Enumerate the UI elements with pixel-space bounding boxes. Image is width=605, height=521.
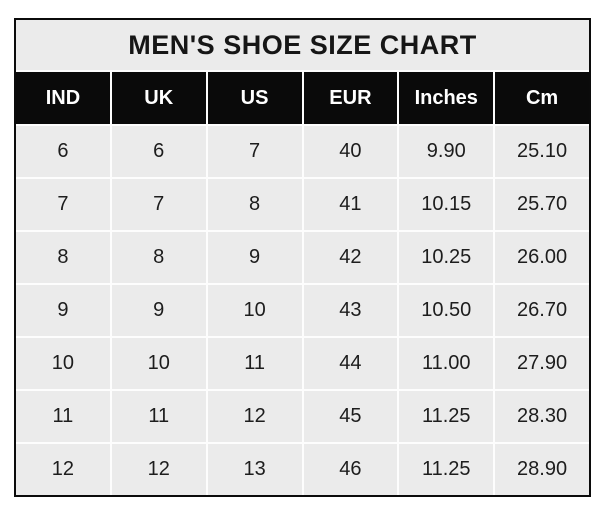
table-cell: 6 xyxy=(16,126,110,177)
table-cell: 42 xyxy=(303,232,398,283)
table-cell: 25.70 xyxy=(495,179,589,230)
table-cell: 8 xyxy=(111,232,206,283)
table-cell: 7 xyxy=(16,179,110,230)
table-cell: 28.30 xyxy=(495,391,589,442)
table-cell: 8 xyxy=(207,179,302,230)
table-cell: 13 xyxy=(207,444,302,495)
table-cell: 11 xyxy=(111,391,206,442)
table-cell: 25.10 xyxy=(495,126,589,177)
table-cell: 10.50 xyxy=(399,285,494,336)
table-cell: 7 xyxy=(111,179,206,230)
chart-title: MEN'S SHOE SIZE CHART xyxy=(16,20,589,70)
table-cell: 27.90 xyxy=(495,338,589,389)
table-cell: 46 xyxy=(303,444,398,495)
column-header-inches: Inches xyxy=(399,72,494,124)
table-cell: 10 xyxy=(111,338,206,389)
column-header-cm: Cm xyxy=(495,72,589,124)
mens-shoe-size-chart: MEN'S SHOE SIZE CHART IND UK US EUR Inch… xyxy=(14,18,591,497)
table-cell: 10 xyxy=(207,285,302,336)
table-cell: 11 xyxy=(16,391,110,442)
table-cell: 9.90 xyxy=(399,126,494,177)
table-cell: 11.25 xyxy=(399,444,494,495)
table-cell: 12 xyxy=(16,444,110,495)
table-cell: 11 xyxy=(207,338,302,389)
table-cell: 26.70 xyxy=(495,285,589,336)
table-cell: 26.00 xyxy=(495,232,589,283)
table-cell: 40 xyxy=(303,126,398,177)
table-cell: 45 xyxy=(303,391,398,442)
table-cell: 10.15 xyxy=(399,179,494,230)
table-cell: 28.90 xyxy=(495,444,589,495)
column-header-eur: EUR xyxy=(303,72,398,124)
table-cell: 12 xyxy=(111,444,206,495)
table-cell: 10.25 xyxy=(399,232,494,283)
table-cell: 11.25 xyxy=(399,391,494,442)
table-cell: 9 xyxy=(111,285,206,336)
table-cell: 12 xyxy=(207,391,302,442)
table-cell: 9 xyxy=(207,232,302,283)
column-header-us: US xyxy=(207,72,302,124)
column-header-ind: IND xyxy=(16,72,110,124)
table-cell: 10 xyxy=(16,338,110,389)
table-cell: 11.00 xyxy=(399,338,494,389)
column-header-uk: UK xyxy=(111,72,206,124)
table-cell: 44 xyxy=(303,338,398,389)
table-cell: 6 xyxy=(111,126,206,177)
table-cell: 7 xyxy=(207,126,302,177)
table-cell: 43 xyxy=(303,285,398,336)
table-cell: 9 xyxy=(16,285,110,336)
table-cell: 41 xyxy=(303,179,398,230)
table-cell: 8 xyxy=(16,232,110,283)
